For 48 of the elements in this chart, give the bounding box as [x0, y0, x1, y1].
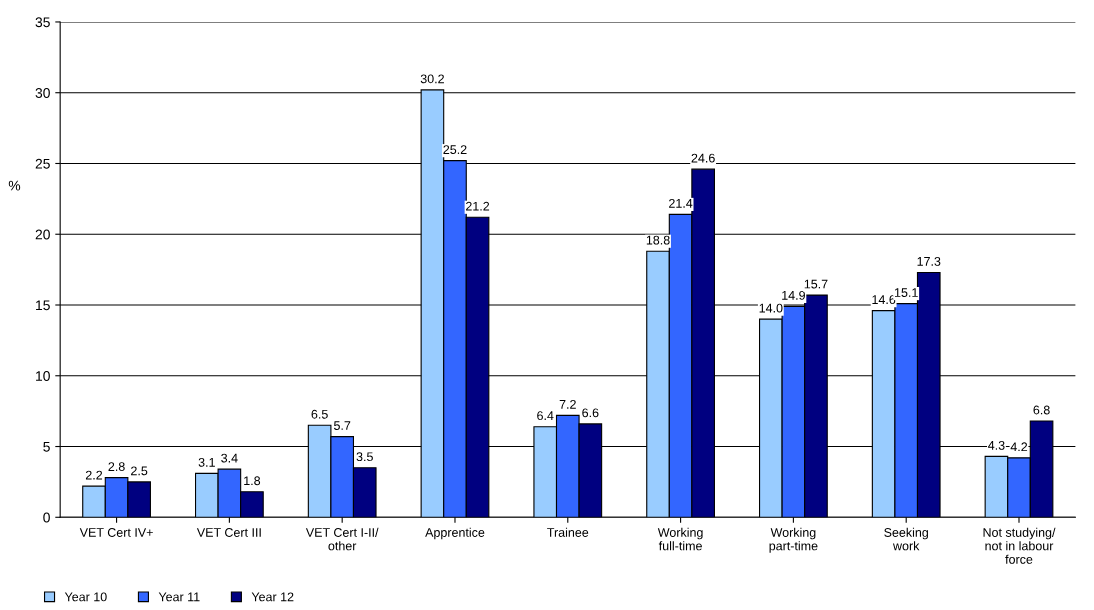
data-label: 2.8	[108, 462, 125, 472]
data-label: 2.2	[85, 470, 103, 480]
data-label: 6.5	[311, 409, 328, 419]
data-label: 3.1	[198, 457, 215, 467]
data-label: 25.2	[443, 145, 467, 155]
data-label: 14.6	[872, 295, 896, 305]
legend-label: Year 12	[251, 592, 294, 602]
y-axis-title: %	[8, 180, 21, 191]
data-label: 6.8	[1033, 405, 1050, 415]
data-label: 15.1	[894, 288, 918, 297]
legend-label: Year 11	[158, 592, 200, 602]
data-label: 4.2	[1010, 442, 1028, 452]
y-tick-label: 5	[43, 442, 50, 452]
y-tick-label: 0	[43, 512, 50, 523]
data-label: 4.3	[988, 440, 1005, 450]
x-tick-label: Seeking work	[884, 527, 928, 551]
x-tick-label: Working part-time	[769, 527, 818, 553]
legend-label: Year 10	[64, 592, 107, 602]
data-label: 14.9	[782, 290, 805, 300]
x-tick-label: Not studying/ not in labour force	[983, 527, 1056, 564]
x-tick-label: Trainee	[547, 527, 589, 537]
data-label: 6.4	[537, 411, 554, 421]
data-label: 2.5	[131, 466, 148, 476]
data-label: 5.7	[333, 421, 351, 430]
data-label: 3.5	[356, 452, 373, 462]
data-label: 17.3	[917, 256, 941, 266]
y-tick-label: 35	[35, 17, 50, 28]
x-tick-label: VET Cert IV+	[79, 528, 153, 537]
y-tick-label: 20	[35, 229, 50, 240]
x-tick-label: VET Cert III	[196, 528, 261, 537]
x-tick-label: VET Cert I-II/ other	[305, 527, 379, 551]
y-tick-label: 15	[36, 300, 50, 311]
data-label: 1.8	[244, 476, 261, 486]
data-label: 14.0	[759, 303, 783, 313]
y-tick-label: 25	[35, 158, 50, 169]
data-label: 15.7	[804, 279, 828, 289]
data-label: 24.6	[691, 153, 715, 163]
y-tick-label: 10	[36, 371, 50, 381]
x-tick-label: Working full-time	[657, 527, 703, 551]
data-label: 3.4	[221, 453, 238, 463]
data-label: 6.6	[582, 408, 599, 418]
data-label: 21.4	[669, 198, 693, 208]
data-label: 18.8	[646, 235, 670, 245]
data-label: 7.2	[559, 399, 576, 409]
y-tick-label: 30	[35, 88, 50, 98]
x-tick-label: Apprentice	[425, 527, 485, 540]
data-label: 30.2	[420, 74, 444, 84]
data-label: 21.2	[466, 201, 490, 211]
